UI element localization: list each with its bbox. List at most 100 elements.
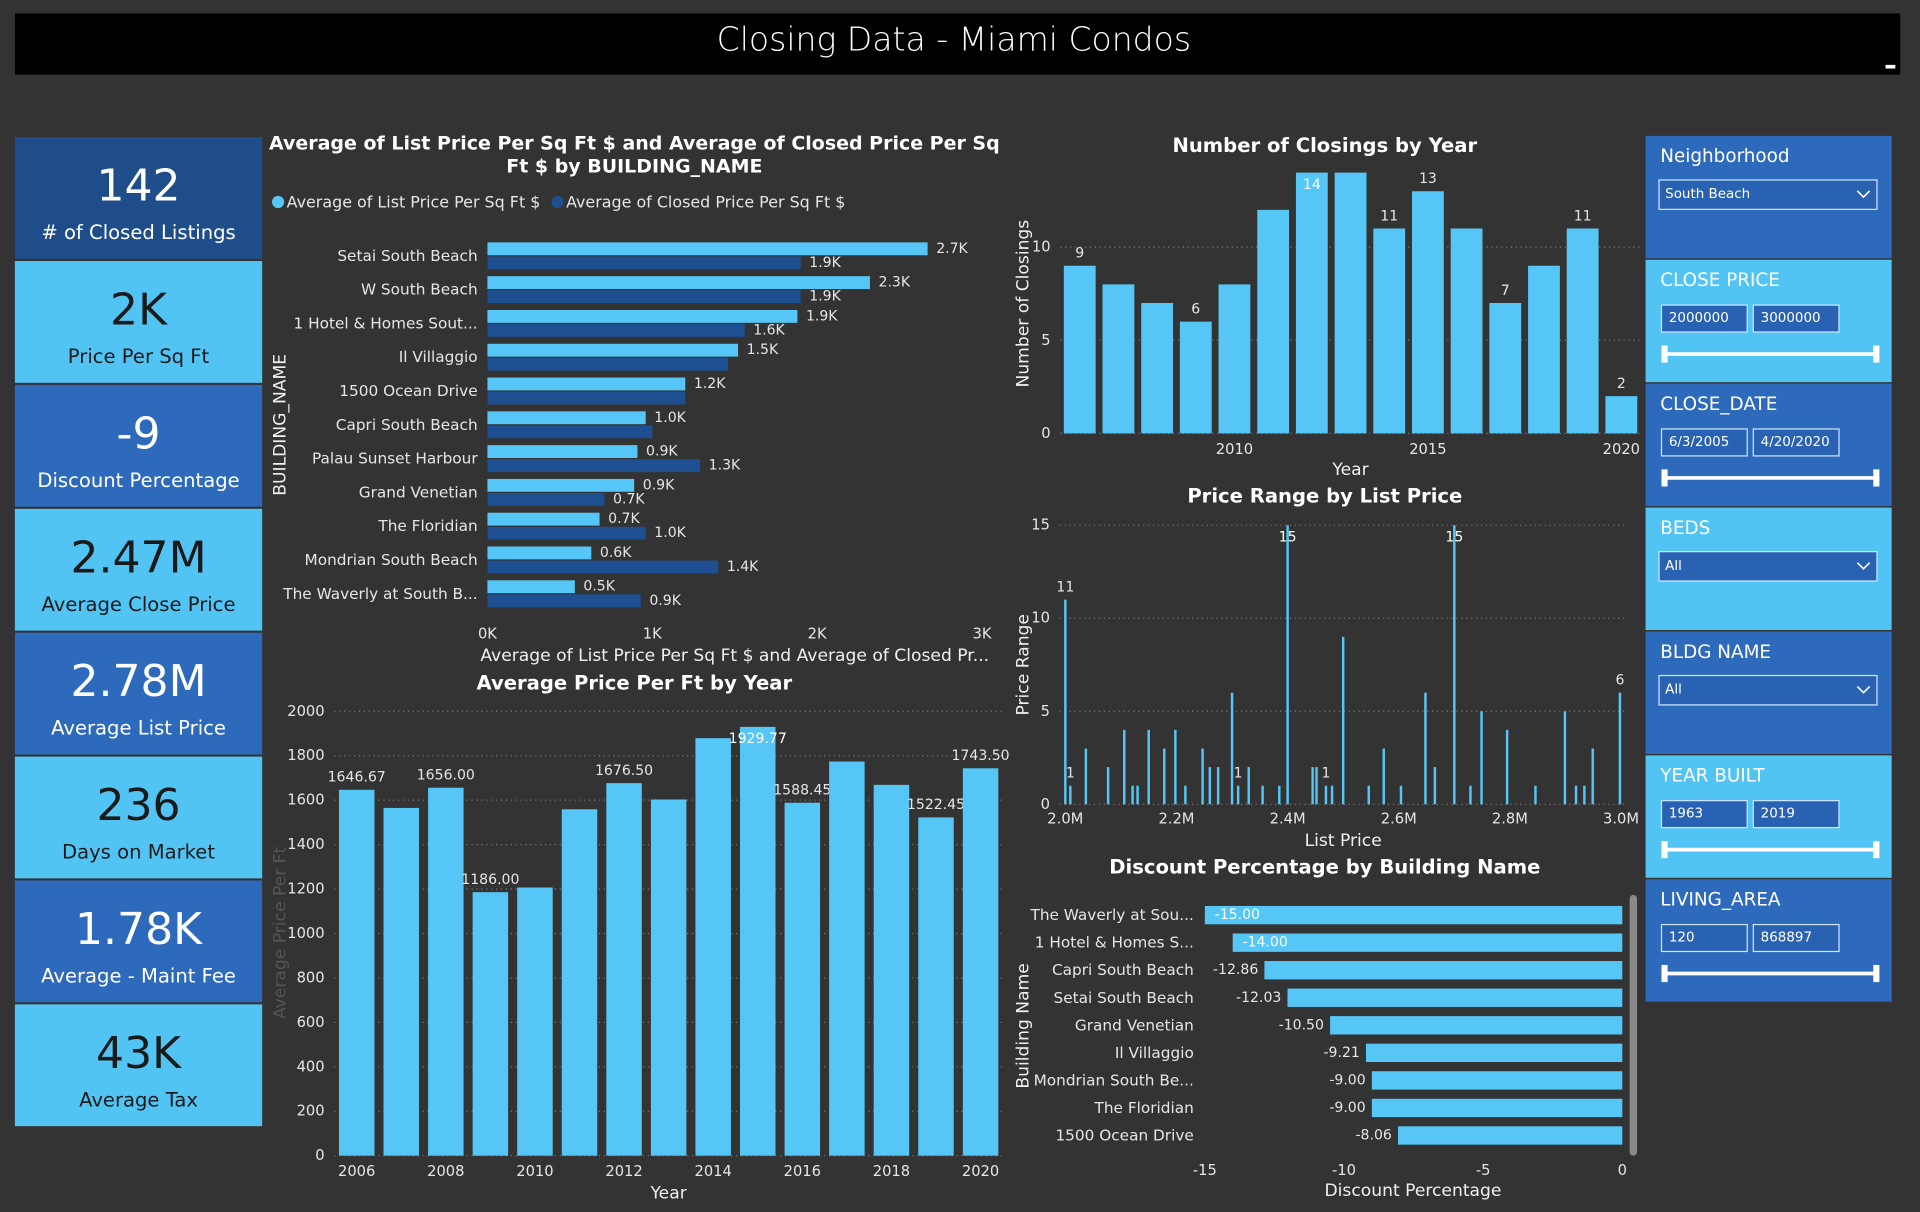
- range-input[interactable]: [1660, 800, 1748, 829]
- range-input[interactable]: [1752, 923, 1840, 953]
- bar: [1136, 785, 1139, 805]
- dropdown-value: All: [1665, 683, 1682, 698]
- data-label: 1: [1234, 765, 1243, 781]
- x-axis-label: Average of List Price Per Sq Ft $ and Av…: [480, 646, 989, 666]
- category-label: The Floridian: [1094, 1099, 1194, 1117]
- x-tick-label: -15: [1193, 1162, 1217, 1179]
- slider-handle[interactable]: [1661, 345, 1668, 363]
- bar: [740, 726, 776, 1156]
- legend-swatch: [551, 195, 564, 209]
- chart-title-box: Average of List Price Per Sq Ft $ and Av…: [269, 132, 1000, 177]
- bar: [1315, 767, 1318, 805]
- kpi-card: [14, 384, 263, 507]
- dropdown[interactable]: [1658, 674, 1878, 706]
- bar: [1123, 729, 1126, 805]
- range-input-value: 1963: [1669, 807, 1703, 822]
- x-tick-label: 2.0M: [1047, 811, 1083, 828]
- data-label: 6: [1615, 672, 1624, 688]
- bar: [1371, 1071, 1623, 1090]
- kpi-card: [14, 1004, 263, 1127]
- y-axis-label: Number of Closings: [1014, 220, 1034, 388]
- bar: [1141, 303, 1174, 434]
- header-bar: [14, 13, 1901, 75]
- category-label: Palau Sunset Harbour: [312, 450, 478, 468]
- data-label: 1.5K: [747, 342, 779, 358]
- y-tick-label: 0: [1041, 425, 1050, 442]
- data-label: 1.9K: [806, 308, 838, 324]
- range-input[interactable]: [1752, 428, 1840, 457]
- data-label: 1.3K: [709, 458, 741, 474]
- y-tick-label: 1000: [287, 925, 324, 942]
- data-label: 6: [1191, 301, 1200, 317]
- category-label: Grand Venetian: [1075, 1016, 1194, 1034]
- data-label: 7: [1501, 283, 1510, 299]
- slider-handle[interactable]: [1873, 964, 1880, 983]
- data-label: 1.6K: [753, 322, 785, 338]
- category-label: 1 Hotel & Homes Sout...: [294, 314, 478, 332]
- slicer-title: YEAR BUILT: [1659, 766, 1765, 787]
- slicer-title: BLDG NAME: [1660, 642, 1771, 663]
- data-label: 0.9K: [649, 593, 681, 609]
- range-input[interactable]: [1660, 923, 1748, 953]
- x-tick-label: 2020: [1603, 441, 1640, 458]
- legend-label: Average of List Price Per Sq Ft $: [287, 193, 541, 212]
- slicer-title: LIVING_AREA: [1660, 890, 1781, 911]
- category-label: Mondrian South Be...: [1034, 1071, 1194, 1089]
- scrollbar[interactable]: [1629, 894, 1638, 1156]
- bar: [487, 357, 729, 371]
- bar: [1208, 767, 1212, 805]
- bar: [1371, 1098, 1623, 1118]
- kpi-label: Price Per Sq Ft: [68, 345, 210, 368]
- data-label: -9.21: [1323, 1045, 1359, 1061]
- bar: [873, 784, 910, 1156]
- data-label: 1743.50: [951, 748, 1009, 764]
- data-label: -12.86: [1213, 962, 1258, 978]
- data-label: 0.6K: [600, 545, 632, 561]
- data-label: 1588.45: [773, 782, 831, 798]
- slider-handle[interactable]: [1661, 469, 1668, 487]
- category-label: The Waverly at South B...: [282, 585, 477, 603]
- x-tick-label: -5: [1476, 1162, 1491, 1179]
- data-label: 2.7K: [936, 241, 968, 257]
- category-label: Mondrian South Beach: [305, 551, 478, 569]
- range-input[interactable]: [1752, 304, 1840, 333]
- bar: [1505, 729, 1509, 805]
- x-tick-label: 0: [1618, 1162, 1627, 1179]
- kpi-value: 236: [96, 780, 180, 831]
- bar: [487, 594, 641, 608]
- bar: [1469, 785, 1472, 805]
- focus-mode-icon[interactable]: [1885, 64, 1896, 69]
- bar: [829, 761, 865, 1156]
- range-input[interactable]: [1752, 800, 1840, 829]
- slider-handle[interactable]: [1661, 964, 1668, 983]
- dropdown[interactable]: [1658, 179, 1878, 210]
- bar: [1264, 961, 1623, 980]
- kpi-value: 2.47M: [70, 532, 206, 583]
- bar: [1295, 172, 1328, 434]
- slider-handle[interactable]: [1873, 469, 1880, 487]
- y-tick-label: 600: [297, 1014, 325, 1031]
- data-label: 11: [1574, 208, 1592, 224]
- range-input[interactable]: [1660, 428, 1748, 457]
- bar: [1480, 711, 1483, 805]
- dropdown[interactable]: [1658, 551, 1878, 582]
- category-label: 1500 Ocean Drive: [339, 382, 477, 400]
- kpi-label: Discount Percentage: [37, 469, 239, 492]
- slider-handle[interactable]: [1873, 345, 1880, 363]
- bar: [1424, 692, 1427, 805]
- bar: [487, 478, 635, 492]
- bar: [487, 377, 686, 391]
- bar: [487, 526, 646, 540]
- kpi-card: [14, 756, 263, 879]
- data-label: 0.7K: [608, 511, 640, 527]
- slider-handle[interactable]: [1873, 841, 1880, 859]
- chart-title: Average Price Per Ft by Year: [477, 672, 793, 695]
- data-label: 11: [1380, 208, 1398, 224]
- range-input[interactable]: [1660, 304, 1748, 333]
- bar: [784, 802, 821, 1156]
- x-tick-label: 0K: [478, 626, 497, 643]
- x-tick-label: 2015: [1409, 441, 1446, 458]
- slider-handle[interactable]: [1661, 841, 1668, 859]
- data-label: 1656.00: [417, 767, 475, 783]
